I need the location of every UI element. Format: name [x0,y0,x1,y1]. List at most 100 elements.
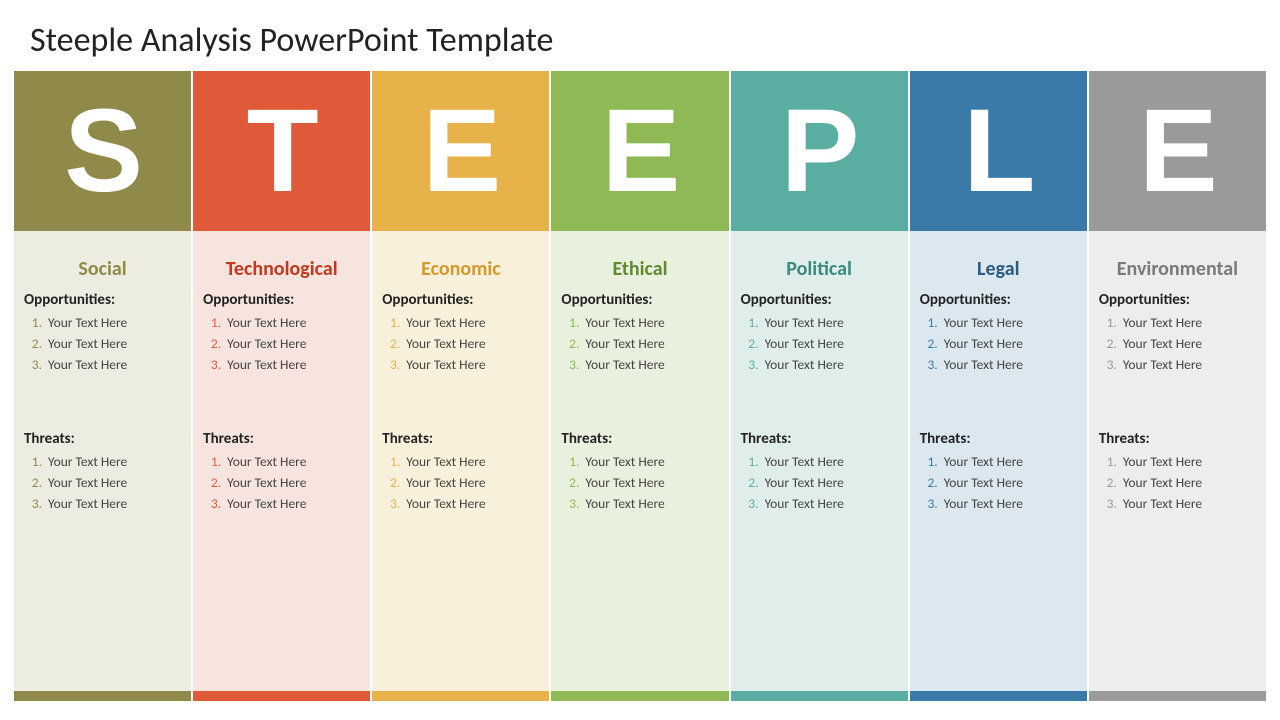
item-text: Your Text Here [221,494,306,515]
list-item: 1.Your Text Here [1099,452,1256,473]
item-number: 2. [382,473,400,494]
item-number: 1. [561,313,579,334]
list-item: 2.Your Text Here [382,334,539,355]
letter-box: E [1089,71,1266,231]
item-number: 3. [24,494,42,515]
list-item: 1.Your Text Here [561,313,718,334]
list-item: 1.Your Text Here [561,452,718,473]
item-text: Your Text Here [42,334,127,355]
item-number: 1. [561,452,579,473]
item-text: Your Text Here [759,494,844,515]
item-text: Your Text Here [1117,452,1202,473]
item-text: Your Text Here [42,313,127,334]
letter: E [1139,83,1216,219]
item-number: 1. [741,313,759,334]
item-text: Your Text Here [400,452,485,473]
item-number: 2. [741,334,759,355]
letter: T [247,83,317,219]
footer-strip [372,691,549,701]
list-item: 3.Your Text Here [24,355,181,376]
item-text: Your Text Here [938,355,1023,376]
item-text: Your Text Here [759,452,844,473]
column-legal: LLegalOpportunities:1.Your Text Here2.Yo… [910,71,1087,701]
item-text: Your Text Here [400,355,485,376]
item-text: Your Text Here [759,334,844,355]
item-number: 2. [1099,473,1117,494]
item-text: Your Text Here [938,313,1023,334]
item-text: Your Text Here [579,473,664,494]
list-item: 2.Your Text Here [1099,473,1256,494]
item-number: 1. [203,313,221,334]
threats-list: 1.Your Text Here2.Your Text Here3.Your T… [741,452,898,515]
item-text: Your Text Here [759,313,844,334]
opportunities-header: Opportunities: [561,291,718,309]
category-label: Technological [203,243,360,291]
threats-header: Threats: [561,430,718,448]
item-text: Your Text Here [579,313,664,334]
item-number: 1. [920,452,938,473]
item-number: 3. [741,355,759,376]
list-item: 2.Your Text Here [920,473,1077,494]
item-text: Your Text Here [579,355,664,376]
list-item: 1.Your Text Here [24,452,181,473]
item-text: Your Text Here [400,473,485,494]
threats-list: 1.Your Text Here2.Your Text Here3.Your T… [561,452,718,515]
steeple-columns: SSocialOpportunities:1.Your Text Here2.Y… [14,71,1266,701]
list-item: 2.Your Text Here [920,334,1077,355]
list-item: 3.Your Text Here [741,355,898,376]
slide-title: Steeple Analysis PowerPoint Template [0,0,1280,71]
item-number: 1. [382,313,400,334]
list-item: 1.Your Text Here [741,313,898,334]
column-body: SocialOpportunities:1.Your Text Here2.Yo… [14,231,191,691]
opportunities-list: 1.Your Text Here2.Your Text Here3.Your T… [561,313,718,376]
letter: L [963,83,1033,219]
item-text: Your Text Here [221,473,306,494]
threats-list: 1.Your Text Here2.Your Text Here3.Your T… [203,452,360,515]
category-label: Legal [920,243,1077,291]
threats-header: Threats: [741,430,898,448]
item-number: 3. [561,355,579,376]
list-item: 1.Your Text Here [203,452,360,473]
opportunities-list: 1.Your Text Here2.Your Text Here3.Your T… [1099,313,1256,376]
column-body: EnvironmentalOpportunities:1.Your Text H… [1089,231,1266,691]
threats-header: Threats: [24,430,181,448]
item-text: Your Text Here [938,452,1023,473]
letter-box: P [731,71,908,231]
column-economic: EEconomicOpportunities:1.Your Text Here2… [372,71,549,701]
item-number: 2. [24,334,42,355]
item-number: 2. [203,334,221,355]
list-item: 1.Your Text Here [203,313,360,334]
item-number: 1. [1099,452,1117,473]
item-number: 3. [741,494,759,515]
item-number: 2. [920,473,938,494]
item-text: Your Text Here [221,355,306,376]
item-number: 1. [24,313,42,334]
item-number: 3. [920,355,938,376]
list-item: 3.Your Text Here [920,355,1077,376]
category-label: Ethical [561,243,718,291]
list-item: 1.Your Text Here [920,313,1077,334]
list-item: 1.Your Text Here [382,452,539,473]
item-number: 1. [1099,313,1117,334]
column-ethical: EEthicalOpportunities:1.Your Text Here2.… [551,71,728,701]
item-text: Your Text Here [221,334,306,355]
column-body: EconomicOpportunities:1.Your Text Here2.… [372,231,549,691]
column-body: LegalOpportunities:1.Your Text Here2.You… [910,231,1087,691]
item-text: Your Text Here [759,355,844,376]
item-number: 3. [382,355,400,376]
item-text: Your Text Here [42,355,127,376]
item-number: 1. [741,452,759,473]
item-text: Your Text Here [42,452,127,473]
item-text: Your Text Here [579,334,664,355]
list-item: 1.Your Text Here [920,452,1077,473]
list-item: 2.Your Text Here [203,473,360,494]
item-number: 1. [24,452,42,473]
item-text: Your Text Here [1117,313,1202,334]
list-item: 2.Your Text Here [203,334,360,355]
column-body: PoliticalOpportunities:1.Your Text Here2… [731,231,908,691]
list-item: 2.Your Text Here [382,473,539,494]
item-text: Your Text Here [938,334,1023,355]
list-item: 3.Your Text Here [203,494,360,515]
opportunities-header: Opportunities: [203,291,360,309]
item-text: Your Text Here [1117,355,1202,376]
